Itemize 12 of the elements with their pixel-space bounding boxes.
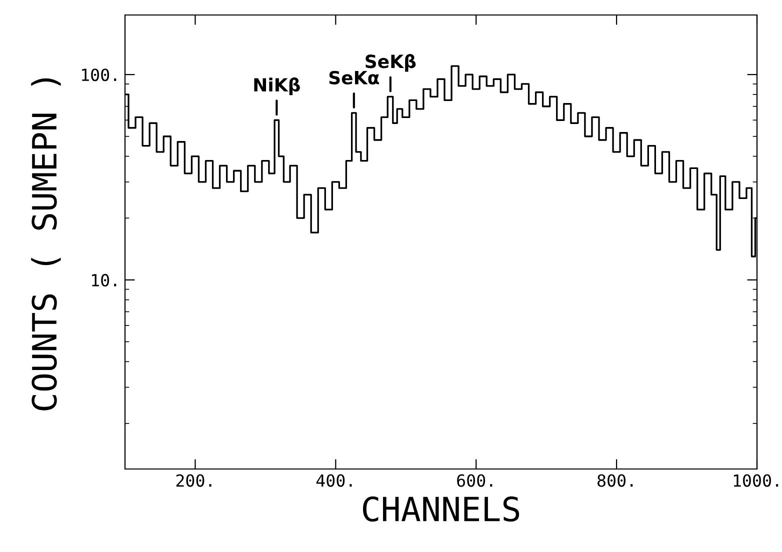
x-tick-label: 400. [316, 474, 352, 487]
annotation: NiKβ [254, 77, 300, 96]
y-tick-label: 100. [82, 68, 116, 82]
annotation: SeKβ [366, 54, 416, 72]
x-tick-label: 1000. [734, 474, 778, 487]
y-axis-title: COUNTS ( SUMEPN ) [31, 78, 61, 410]
x-tick-label: 600. [457, 474, 492, 487]
y-tick-label: 10. [92, 274, 116, 287]
x-tick-label: 200. [176, 474, 212, 487]
x-axis-title: CHANNELS [362, 496, 520, 522]
annotation: SeKα [329, 70, 379, 84]
x-tick-label: 800. [598, 474, 633, 487]
